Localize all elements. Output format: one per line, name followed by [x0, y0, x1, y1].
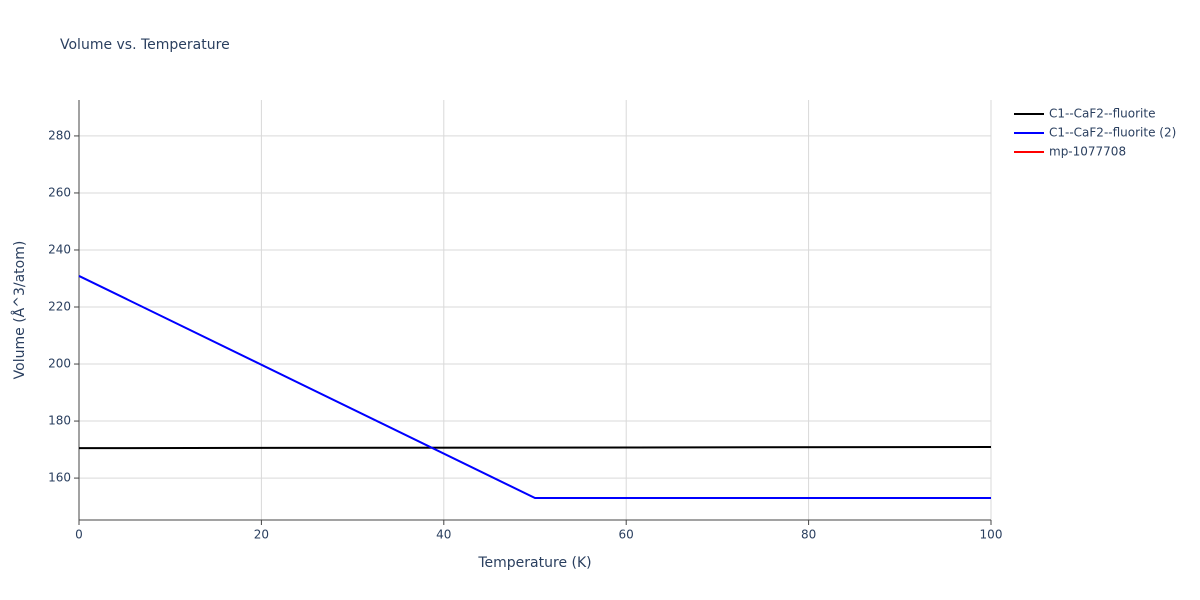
x-tick-label: 40	[436, 528, 451, 542]
x-axis-title: Temperature (K)	[477, 555, 591, 571]
x-tick-label: 0	[75, 528, 83, 542]
y-tick-label: 160	[48, 471, 71, 485]
legend-label: C1--CaF2--fluorite	[1049, 107, 1155, 121]
y-tick-label: 200	[48, 357, 71, 371]
y-tick-label: 240	[48, 242, 71, 256]
series-line	[78, 446, 992, 450]
y-tick-label: 260	[48, 185, 71, 199]
y-axis-title: Volume (Å^3/atom)	[11, 241, 28, 380]
x-tick-label: 20	[254, 528, 269, 542]
x-tick-label: 60	[619, 528, 634, 542]
x-tick-label: 100	[980, 528, 1003, 542]
legend-label: C1--CaF2--fluorite (2)	[1049, 126, 1176, 140]
series-line	[78, 275, 991, 500]
legend-label: mp-1077708	[1049, 145, 1126, 159]
y-tick-label: 220	[48, 300, 71, 314]
y-tick-label: 280	[48, 128, 71, 142]
y-tick-label: 180	[48, 414, 71, 428]
x-tick-label: 80	[801, 528, 816, 542]
chart-title: Volume vs. Temperature	[60, 37, 230, 53]
